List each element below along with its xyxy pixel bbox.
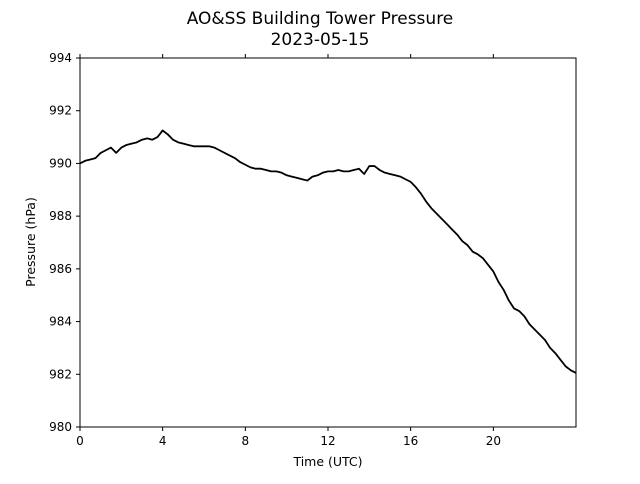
chart-subtitle: 2023-05-15 [271, 30, 370, 50]
y-tick-label: 980 [49, 420, 72, 434]
y-tick-label: 988 [49, 209, 72, 223]
y-tick-label: 990 [49, 156, 72, 170]
y-tick-label: 986 [49, 262, 72, 276]
y-tick-label: 992 [49, 104, 72, 118]
x-tick-label: 4 [159, 434, 167, 448]
x-tick-label: 16 [403, 434, 418, 448]
y-axis-label: Pressure (hPa) [23, 197, 38, 287]
x-axis-label: Time (UTC) [292, 454, 362, 469]
x-tick-label: 0 [76, 434, 84, 448]
x-tick-label: 20 [486, 434, 501, 448]
y-tick-label: 994 [49, 51, 72, 65]
x-tick-label: 12 [320, 434, 335, 448]
y-tick-label: 984 [49, 315, 72, 329]
y-tick-label: 982 [49, 367, 72, 381]
axis-ticks: 0 4 8 12 16 20 980 982 984 986 988 990 992 994 [49, 51, 501, 448]
chart-title: AO&SS Building Tower Pressure [187, 9, 454, 29]
x-tick-label: 8 [242, 434, 250, 448]
series-layer [79, 129, 577, 374]
plot-frame [79, 57, 577, 428]
pressure-series-line [79, 129, 577, 374]
